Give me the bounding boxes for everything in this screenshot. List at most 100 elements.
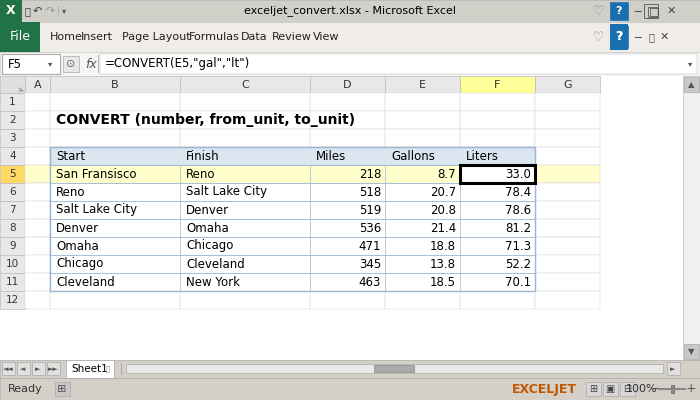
Bar: [385, 237, 460, 255]
Bar: [25, 76, 50, 93]
Text: View: View: [313, 32, 340, 42]
Text: ⊙: ⊙: [66, 59, 76, 69]
Text: 6: 6: [9, 187, 16, 197]
Bar: [55, 382, 70, 396]
Text: ─: ─: [650, 382, 658, 396]
Text: Gallons: Gallons: [391, 150, 435, 162]
Bar: [535, 273, 600, 291]
Bar: [180, 201, 310, 219]
Bar: [66, 360, 114, 378]
Bar: [50, 255, 180, 273]
Text: 4: 4: [9, 151, 16, 161]
Text: ⊞: ⊞: [57, 384, 66, 394]
Bar: [460, 165, 535, 183]
Text: ▾: ▾: [48, 60, 52, 68]
Bar: [25, 219, 50, 237]
Bar: [0, 147, 25, 165]
Text: Formulas: Formulas: [189, 32, 240, 42]
Bar: [180, 255, 310, 273]
Bar: [671, 385, 674, 393]
Text: 81.2: 81.2: [505, 222, 531, 234]
Text: Cleveland: Cleveland: [186, 258, 245, 270]
Text: ▾: ▾: [688, 60, 692, 68]
Bar: [0, 52, 700, 76]
Text: 12: 12: [6, 295, 19, 305]
Text: ·: ·: [43, 6, 46, 16]
Bar: [0, 291, 25, 309]
Bar: [50, 183, 180, 201]
Bar: [385, 183, 460, 201]
Bar: [310, 237, 385, 255]
Bar: [610, 26, 628, 48]
Text: 536: 536: [358, 222, 381, 234]
Text: ⊟: ⊟: [623, 384, 631, 394]
Bar: [535, 147, 600, 165]
Bar: [32, 362, 45, 375]
Bar: [385, 273, 460, 291]
Bar: [50, 165, 180, 183]
Bar: [180, 273, 310, 291]
Text: ↶: ↶: [32, 6, 42, 16]
Bar: [535, 93, 600, 111]
Bar: [180, 165, 310, 183]
Text: 18.5: 18.5: [430, 276, 456, 288]
Bar: [460, 273, 535, 291]
Bar: [50, 273, 180, 291]
Text: 518: 518: [358, 186, 381, 198]
Bar: [460, 183, 535, 201]
Text: Denver: Denver: [56, 222, 99, 234]
Bar: [535, 291, 600, 309]
Bar: [50, 219, 180, 237]
Bar: [310, 201, 385, 219]
Bar: [310, 111, 385, 129]
Text: Omaha: Omaha: [186, 222, 229, 234]
Text: 18.8: 18.8: [430, 240, 456, 252]
Bar: [460, 76, 535, 93]
Bar: [385, 201, 460, 219]
Bar: [460, 255, 535, 273]
Bar: [180, 111, 310, 129]
Bar: [310, 255, 385, 273]
Bar: [0, 255, 25, 273]
Text: ?: ?: [616, 6, 622, 16]
Bar: [310, 183, 385, 201]
Bar: [0, 0, 22, 22]
Bar: [50, 255, 180, 273]
Text: X: X: [6, 4, 16, 18]
Bar: [0, 76, 25, 93]
Text: ►: ►: [671, 366, 676, 372]
Text: 20.8: 20.8: [430, 204, 456, 216]
Text: fx: fx: [85, 58, 97, 70]
Bar: [683, 76, 700, 360]
Text: 519: 519: [358, 204, 381, 216]
Text: 463: 463: [358, 276, 381, 288]
Bar: [385, 219, 460, 237]
Bar: [460, 183, 535, 201]
Bar: [460, 165, 535, 183]
Text: 🖬: 🖬: [24, 6, 30, 16]
Bar: [50, 129, 180, 147]
Text: Data: Data: [241, 32, 267, 42]
Bar: [126, 364, 663, 373]
Text: exceljet_convert.xlsx - Microsoft Excel: exceljet_convert.xlsx - Microsoft Excel: [244, 6, 456, 16]
Text: ►►: ►►: [48, 366, 58, 372]
Text: Reno: Reno: [186, 168, 216, 180]
Bar: [385, 93, 460, 111]
Bar: [310, 219, 385, 237]
Bar: [460, 201, 535, 219]
Bar: [25, 291, 50, 309]
Bar: [50, 111, 180, 129]
Text: ▲: ▲: [688, 80, 694, 89]
Text: 8: 8: [9, 223, 16, 233]
Bar: [25, 165, 50, 183]
Bar: [25, 129, 50, 147]
Bar: [385, 165, 460, 183]
Text: □: □: [649, 6, 659, 16]
Text: B: B: [111, 80, 119, 90]
Bar: [535, 201, 600, 219]
Text: ◄◄: ◄◄: [3, 366, 13, 372]
Text: Page Layout: Page Layout: [122, 32, 190, 42]
Bar: [535, 129, 600, 147]
Bar: [2, 54, 60, 74]
Bar: [620, 382, 635, 396]
